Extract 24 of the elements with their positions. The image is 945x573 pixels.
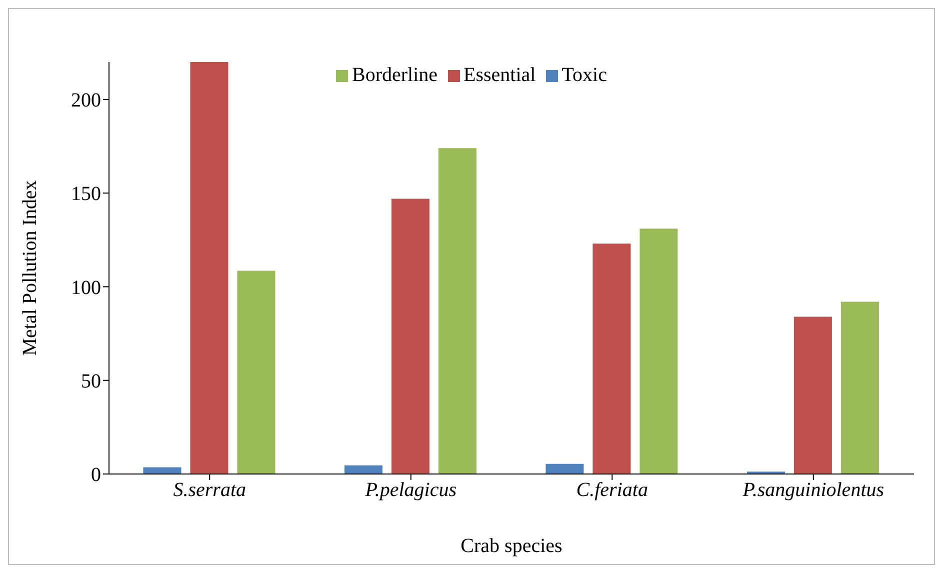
bar	[438, 148, 476, 474]
y-tick-label: 100	[71, 276, 101, 299]
x-tick-label: C.feriata	[576, 479, 648, 502]
x-tick-label: S.serrata	[173, 479, 246, 502]
legend-label: Toxic	[562, 64, 607, 86]
x-tick-label: P.pelagicus	[364, 479, 457, 502]
bar	[640, 228, 678, 474]
bar	[592, 244, 631, 474]
y-tick-label: 150	[71, 183, 101, 206]
y-tick-label: 200	[71, 90, 101, 112]
bar	[391, 198, 430, 474]
y-axis-title: Metal Pollution Index	[19, 180, 42, 356]
bar	[344, 465, 382, 474]
x-tick-label: P.sanguiniolentus	[742, 479, 884, 502]
bar	[546, 464, 584, 474]
bar	[237, 270, 276, 474]
bar	[794, 316, 832, 474]
x-axis-title: Crab species	[460, 535, 563, 557]
bar	[840, 302, 879, 474]
legend-label: Borderline	[352, 64, 438, 86]
y-tick-label: 0	[91, 464, 101, 486]
bar	[190, 62, 228, 474]
y-tick-label: 50	[81, 370, 101, 392]
legend-label: Essential	[464, 64, 536, 86]
